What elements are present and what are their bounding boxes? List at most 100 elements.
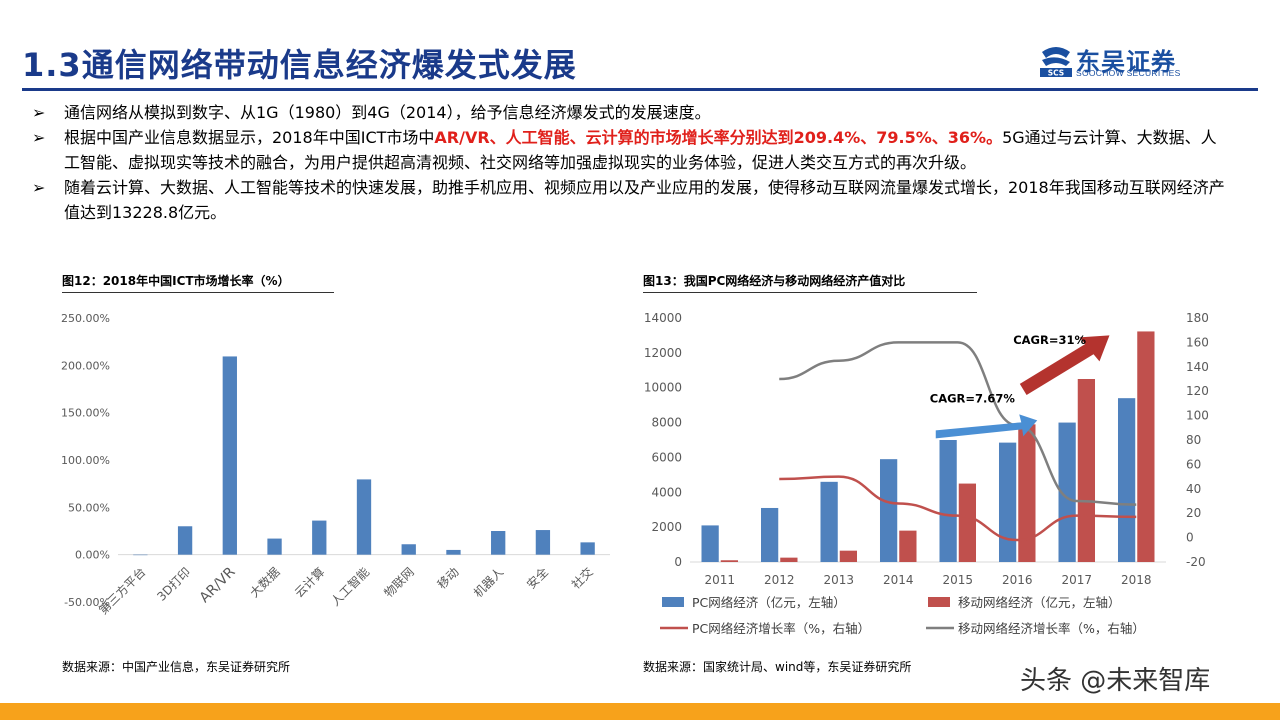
x-tick-label: 3D打印	[154, 565, 193, 604]
bar-云计算	[312, 520, 327, 555]
x-tick-label: 机器人	[471, 565, 506, 600]
bar-大数据	[267, 538, 282, 555]
x-tick-label: 人工智能	[328, 564, 373, 609]
pc-bar-2017	[1058, 422, 1076, 562]
x-tick-label: 2016	[1002, 573, 1033, 587]
left-y-tick-label: 4000	[651, 485, 682, 499]
title-divider	[22, 88, 1258, 91]
y-tick-label: 200.00%	[61, 359, 110, 372]
pc-bar-2018	[1117, 398, 1136, 562]
logo-subtext: SOOCHOW SECURITIES	[1076, 68, 1181, 78]
right-y-tick-label: 160	[1186, 335, 1209, 349]
y-tick-label: 150.00%	[61, 407, 110, 420]
bullet-2-text-post: 5G通过与云计算、大数据、人工智能、虚拟现实等技术的融合，为用户提供超高清视频、…	[64, 128, 1217, 172]
figure-13-source: 数据来源：国家统计局、wind等，东吴证券研究所	[643, 660, 912, 674]
bar-安全	[535, 530, 551, 555]
mobile-bar-2016	[1018, 424, 1036, 562]
right-y-tick-label: 180	[1186, 311, 1209, 325]
pc-bar-2013	[820, 481, 838, 562]
watermark: 头条 @未来智库	[1020, 666, 1211, 696]
bullet-1: ➢ 通信网络从模拟到数字、从1G（1980）到4G（2014），给予信息经济爆发…	[32, 100, 1232, 125]
mobile-bar-2015	[958, 483, 977, 562]
y-tick-label: -50.00%	[64, 596, 110, 609]
bullet-3-text: 随着云计算、大数据、人工智能等技术的快速发展，助推手机应用、视频应用以及产业应用…	[64, 178, 1225, 222]
pc-bar-2011	[701, 525, 719, 562]
pc-bar-2012	[760, 507, 779, 562]
x-tick-label: 移动	[435, 565, 462, 592]
cagr-mobile-arrow-shaft	[1019, 339, 1099, 396]
pc-mobile-economy-chart: 0 2000 4000 6000 8000 10000 12000 14000 -20 0 20 40…	[644, 311, 1209, 636]
left-y-tick-label: 14000	[644, 311, 682, 325]
figure-12-source: 数据来源：中国产业信息，东吴证券研究所	[62, 660, 291, 674]
bullet-1-text: 通信网络从模拟到数字、从1G（1980）到4G（2014），给予信息经济爆发式的…	[64, 103, 711, 122]
left-y-tick-label: 12000	[644, 346, 682, 360]
left-y-tick-label: 8000	[651, 416, 682, 430]
logo-badge: SCS	[1048, 69, 1064, 78]
figure-13-title: 图13：我国PC网络经济与移动网络经济产值对比	[643, 272, 977, 293]
pc-growth-line	[779, 475, 1137, 542]
cagr-mobile-label: CAGR=31%	[1013, 333, 1086, 347]
bar-人工智能	[356, 479, 372, 555]
pc-bar-2014	[879, 459, 898, 562]
x-tick-label: 2017	[1061, 573, 1092, 587]
x-tick-label: 2012	[764, 573, 795, 587]
bar-机器人	[491, 531, 506, 555]
company-logo: SCS 东吴证券 SOOCHOW SECURITIES	[1038, 44, 1228, 78]
bar-AR/VR	[222, 356, 237, 555]
cagr-pc-label: CAGR=7.67%	[930, 391, 1016, 405]
right-y-tick-label: 120	[1186, 384, 1209, 398]
mobile-bar-2017	[1077, 379, 1096, 562]
right-y-tick-label: 100	[1186, 409, 1209, 423]
legend-mobile-bar-label: 移动网络经济（亿元，左轴）	[958, 595, 1121, 610]
right-y-tick-label: -20	[1186, 555, 1206, 569]
left-y-tick-label: 6000	[651, 450, 682, 464]
legend-pc-bar-swatch	[662, 597, 684, 607]
right-y-tick-label: 20	[1186, 506, 1201, 520]
x-tick-label: 云计算	[291, 564, 327, 600]
legend-mobile-line-label: 移动网络经济增长率（%，右轴）	[958, 621, 1145, 636]
mobile-growth-line	[779, 341, 1137, 506]
x-tick-label: 大数据	[247, 564, 283, 600]
ict-growth-bar-chart: -50.00% 0.00% 50.00% 100.00% 150.00% 200.00% 2…	[61, 312, 610, 617]
legend-pc-line-label: PC网络经济增长率（%，右轴）	[692, 621, 870, 636]
logo-mark-icon: SCS	[1040, 47, 1072, 78]
mobile-bar-2013	[839, 550, 858, 562]
x-tick-label: 2014	[883, 573, 914, 587]
x-tick-label: AR/VR	[197, 564, 239, 606]
right-y-tick-label: 140	[1186, 360, 1209, 374]
bar-物联网	[401, 544, 416, 555]
y-tick-label: 250.00%	[61, 312, 110, 325]
pc-bar-2015	[939, 440, 957, 562]
mobile-bar-2011	[720, 560, 739, 562]
pc-bar-2016	[998, 442, 1017, 562]
x-tick-label: 2015	[942, 573, 973, 587]
legend-mobile-bar-swatch	[928, 597, 950, 607]
page-title: 1.3通信网络带动信息经济爆发式发展	[22, 46, 577, 84]
right-y-tick-label: 0	[1186, 531, 1194, 545]
bullet-arrow-icon: ➢	[32, 103, 46, 122]
x-tick-label: 社交	[568, 564, 596, 592]
bullet-2: ➢ 根据中国产业信息数据显示，2018年中国ICT市场中AR/VR、人工智能、云…	[32, 125, 1232, 175]
x-tick-label: 物联网	[381, 565, 416, 600]
bar-移动	[446, 549, 461, 555]
x-tick-label: 2018	[1121, 573, 1152, 587]
footer-bar	[0, 703, 1280, 720]
y-tick-label: 0.00%	[75, 549, 110, 562]
left-y-tick-label: 2000	[651, 520, 682, 534]
right-y-tick-label: 40	[1186, 482, 1201, 496]
right-y-tick-label: 80	[1186, 433, 1201, 447]
x-tick-label: 2013	[823, 573, 854, 587]
mobile-bar-2012	[780, 557, 798, 562]
cagr-pc-arrow	[935, 414, 1038, 439]
legend-pc-bar-label: PC网络经济（亿元，左轴）	[692, 595, 846, 610]
left-y-tick-label: 0	[674, 555, 682, 569]
x-tick-label: 第三方平台	[95, 564, 148, 617]
cagr-mobile-arrow-head	[1079, 335, 1110, 362]
mobile-bar-2014	[899, 530, 917, 562]
bullet-list: ➢ 通信网络从模拟到数字、从1G（1980）到4G（2014），给予信息经济爆发…	[32, 100, 1232, 225]
figure-12-title: 图12：2018年中国ICT市场增长率（%）	[62, 272, 334, 293]
bullet-arrow-icon: ➢	[32, 128, 46, 147]
right-y-tick-label: 60	[1186, 457, 1201, 471]
x-tick-label: 安全	[523, 564, 551, 592]
bar-第三方平台	[133, 554, 148, 556]
